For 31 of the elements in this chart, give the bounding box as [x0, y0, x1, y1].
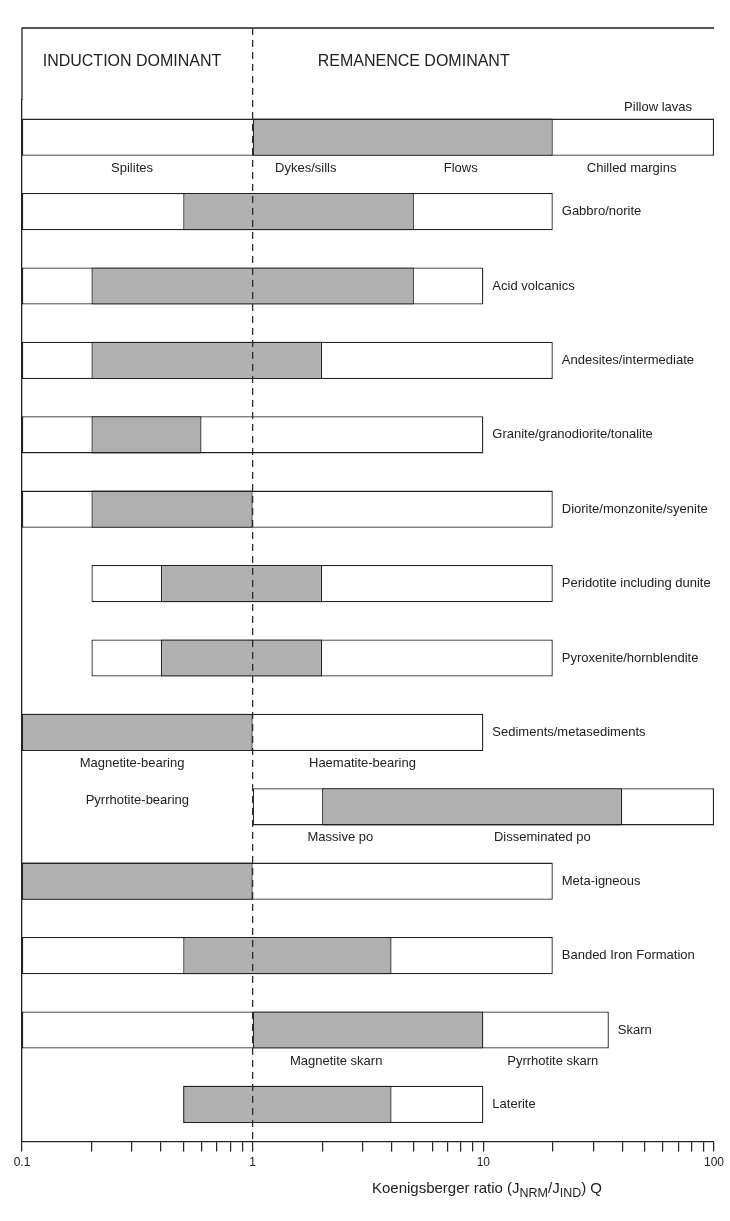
y-tick-label: Granite/granodiorite/tonalite: [492, 426, 653, 442]
annotation: Haematite-bearing: [308, 755, 416, 771]
y-tick-label: Andesites/intermediate: [561, 351, 695, 367]
annotation: Flows: [443, 159, 479, 175]
y-tick-label: Laterite: [492, 1095, 536, 1111]
text: INDUCTION DOMINANT: [42, 52, 222, 70]
annotation: Dykes/sills: [275, 159, 337, 175]
y-tick-label: Pyroxenite/hornblendite: [561, 649, 699, 665]
y-tick-label: Sediments/metasediments: [492, 723, 647, 739]
y-tick-label: Gabbro/norite: [561, 203, 642, 219]
annotation: Disseminated po: [493, 829, 591, 845]
annotation: Magnetite skarn: [289, 1052, 383, 1068]
annotation: Pyrrhotite skarn: [507, 1052, 599, 1068]
y-tick-label: Pillow lavas: [624, 98, 693, 114]
y-tick-label: Banded Iron Formation: [561, 947, 695, 963]
annotation: Massive po: [307, 829, 374, 845]
y-tick-label: Peridotite including dunite: [561, 575, 711, 591]
y-tick-label: Meta-igneous: [561, 872, 642, 888]
x-tick-label: 10: [476, 1155, 491, 1170]
y-tick-label: Acid volcanics: [492, 277, 576, 293]
x-tick-label: 0.1: [13, 1155, 31, 1170]
text: REMANENCE DOMINANT: [317, 52, 510, 70]
x-axis-title: Koenigsberger ratio (J$_{NRM}$/J$_{IND}$) Q: [370, 1178, 604, 1202]
y-tick-label: Pyrrhotite-bearing: [85, 792, 189, 808]
y-tick-label: Skarn: [617, 1021, 652, 1037]
annotation: Spilites: [111, 159, 154, 175]
annotation: Magnetite-bearing: [79, 755, 185, 771]
x-tick-label: 100: [703, 1155, 725, 1170]
annotation: Chilled margins: [586, 159, 677, 175]
y-tick-label: Diorite/monzonite/syenite: [561, 500, 708, 516]
x-tick-label: 1: [249, 1155, 257, 1170]
